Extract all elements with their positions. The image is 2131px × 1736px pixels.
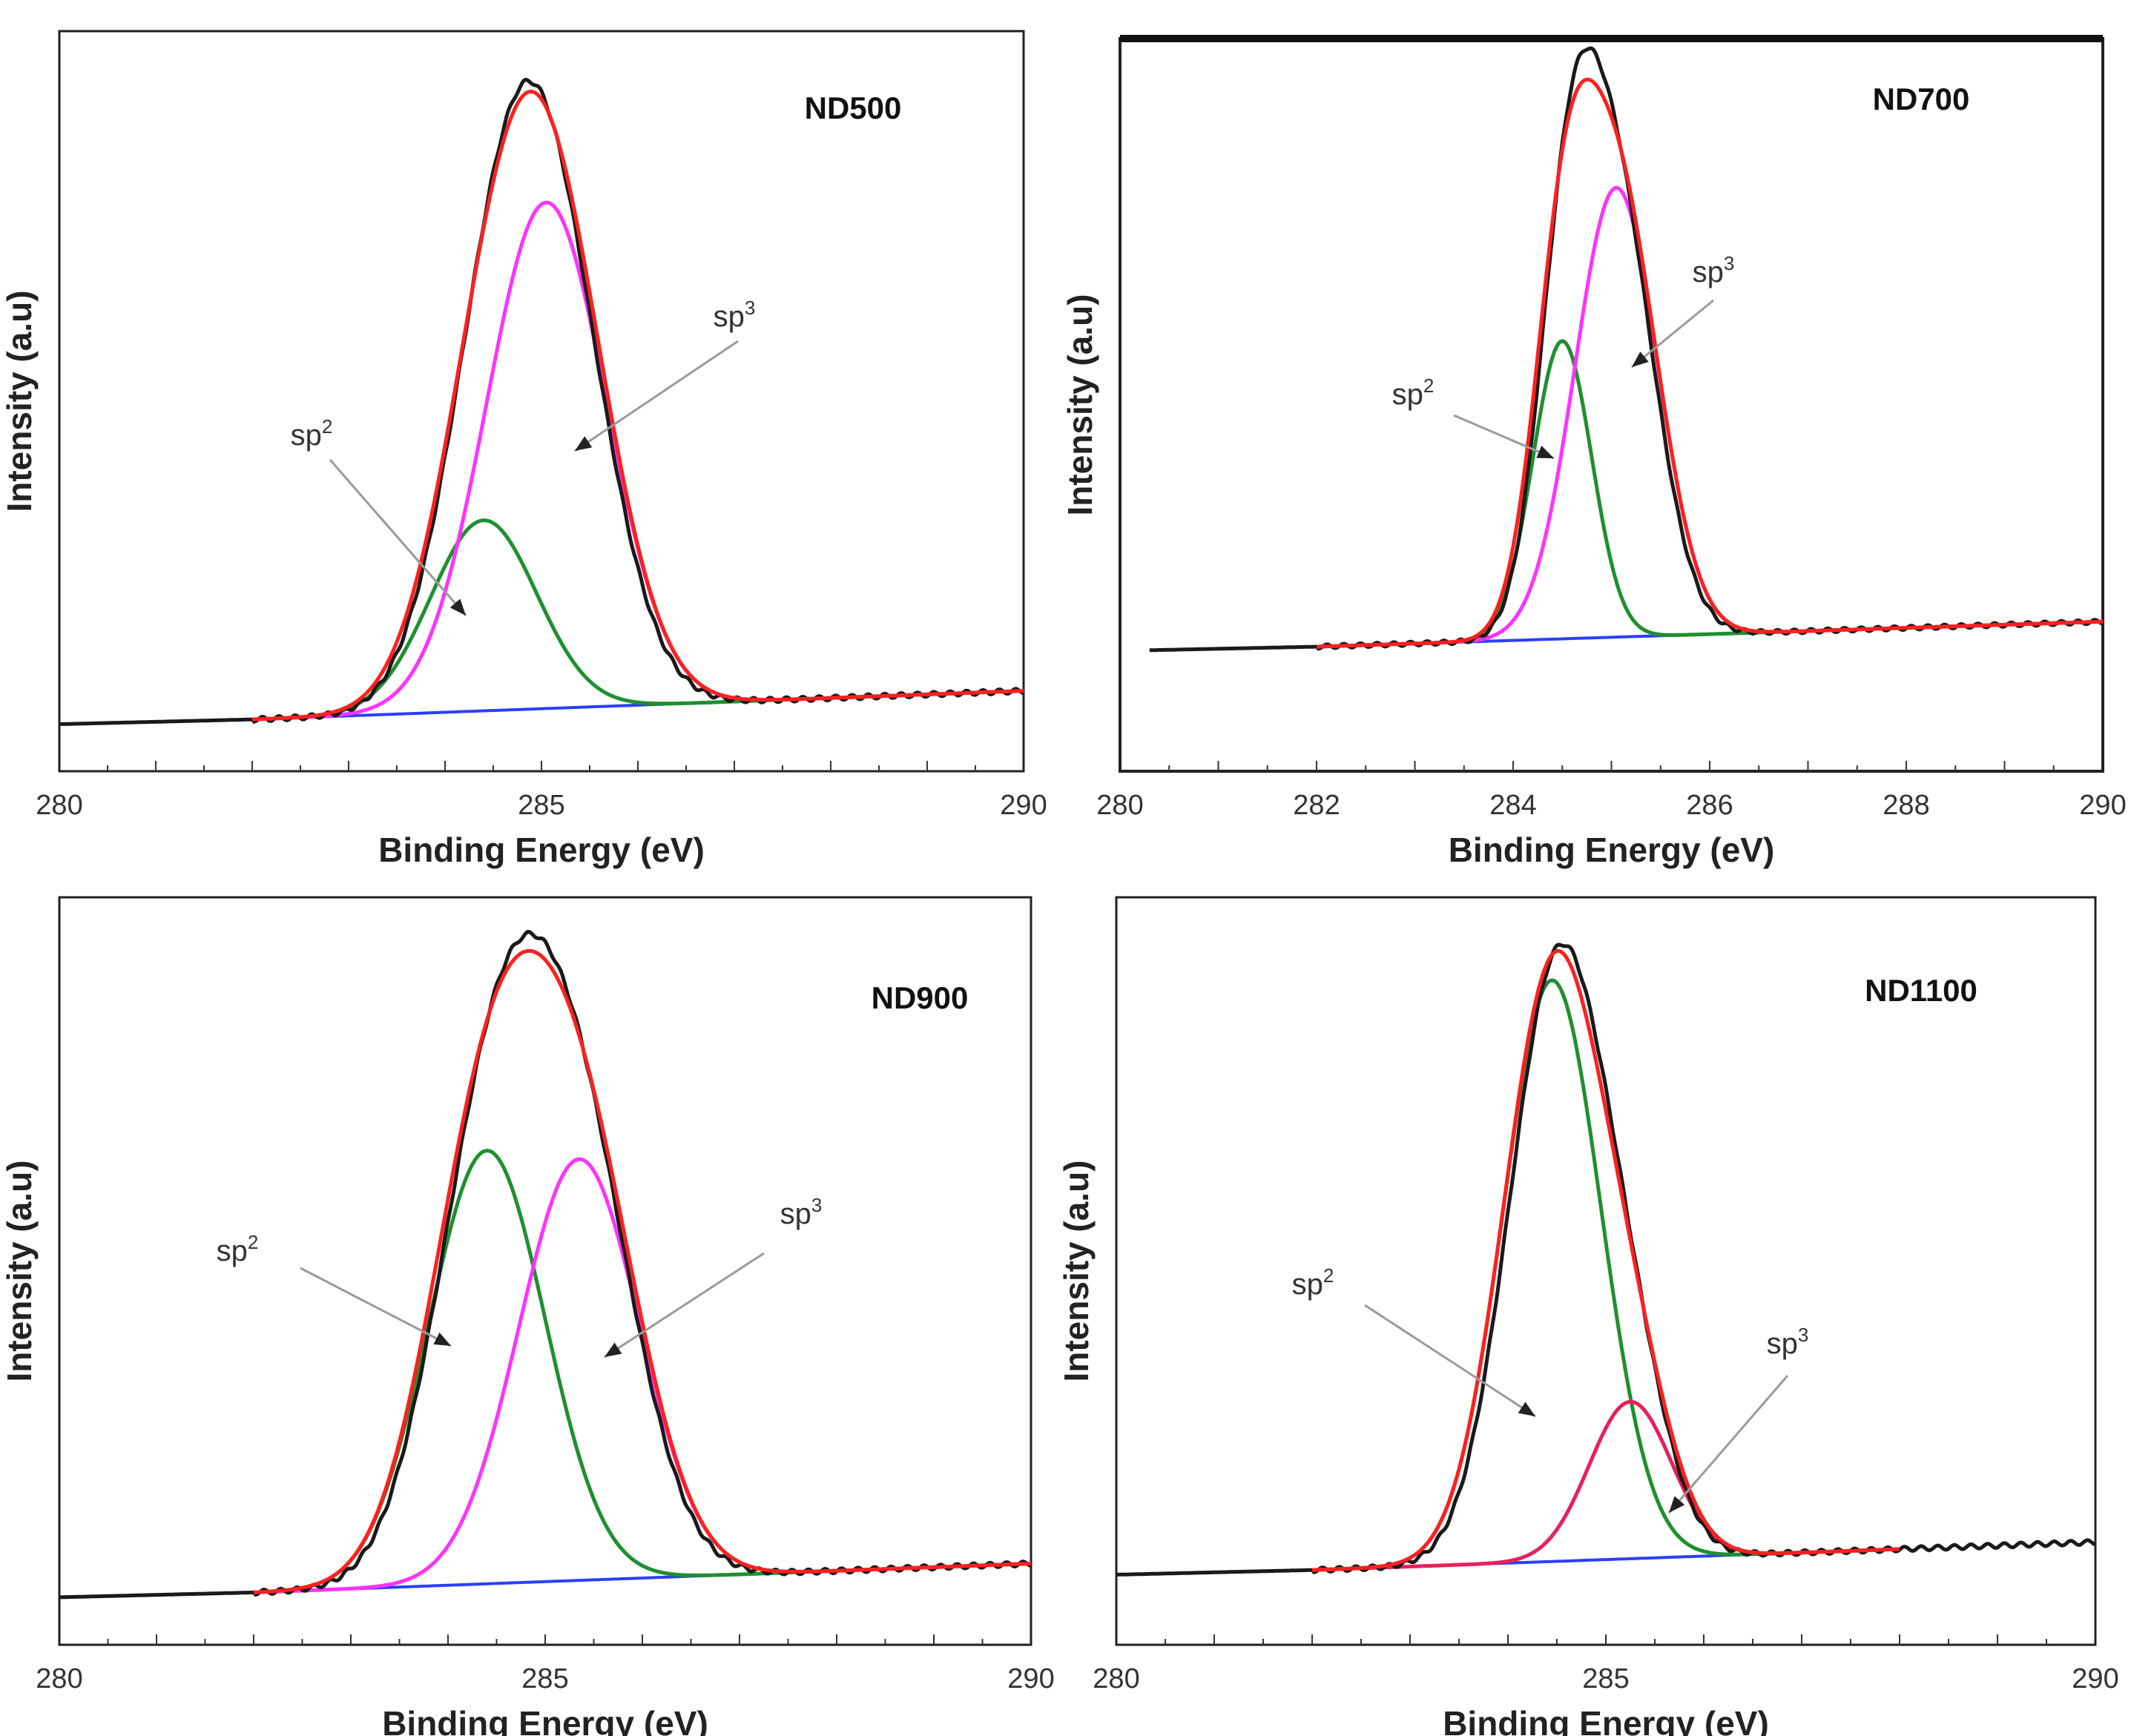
panel-title-nd1100: ND1100 [1865, 973, 1977, 1008]
annotation-arrowhead-sp2-nd900 [433, 1332, 451, 1346]
series-sp3-nd500 [251, 200, 1024, 722]
series-experimental-nd1100 [1116, 943, 2096, 1577]
annotation-sp3-nd700: sp3 [1693, 252, 1735, 288]
plot-frame-nd700 [1119, 37, 2104, 773]
panel-title-nd900: ND900 [872, 980, 969, 1015]
plot-frame-nd500 [58, 30, 1025, 773]
annotation-sp3-nd900: sp3 [780, 1194, 823, 1230]
annotation-arrow-sp2-nd900 [300, 1267, 452, 1347]
x-tick-label-nd500: 285 [518, 790, 564, 821]
annotation-sp2-nd700: sp2 [1392, 374, 1435, 411]
series-sp3-nd1100 [1311, 1399, 1900, 1572]
x-tick-label-nd500: 290 [1000, 790, 1047, 821]
annotation-arrow-sp3-nd500 [574, 340, 739, 452]
x-tick-label-nd700: 290 [2079, 790, 2126, 821]
x-tick-label-nd1100: 280 [1093, 1663, 1139, 1694]
x-tick-label-nd900: 280 [36, 1663, 82, 1694]
y-axis-title-nd500: Intensity (a.u) [0, 290, 39, 512]
x-tick-label-nd500: 280 [36, 790, 82, 821]
panel-title-nd700: ND700 [1873, 82, 1970, 116]
panel-title-nd500: ND500 [805, 90, 902, 125]
y-axis-title-nd1100: Intensity (a.u) [1057, 1160, 1096, 1382]
annotation-arrowhead-sp3-nd1100 [1669, 1496, 1685, 1513]
series-fit-envelope-nd1100 [1311, 948, 1900, 1572]
annotation-sp3-nd1100: sp3 [1767, 1324, 1809, 1360]
annotation-arrowhead-sp2-nd500 [449, 598, 466, 615]
x-tick-label-nd900: 285 [521, 1663, 568, 1694]
series-sp2-nd1100 [1311, 978, 1900, 1572]
chart-nd700: 280 282 284 286 288 290 Binding Energy (eV) Int… [1061, 35, 2127, 869]
annotation-arrowhead-sp3-nd700 [1632, 352, 1649, 367]
annotation-sp2-nd500: sp2 [291, 415, 333, 452]
x-axis-title-nd500: Binding Energy (eV) [378, 831, 705, 869]
annotation-arrow-sp3-nd1100 [1667, 1375, 1789, 1514]
series-fit-envelope-nd500 [251, 90, 1024, 722]
series-experimental-nd900 [59, 929, 1032, 1600]
chart-nd1100: 280 285 290 Binding Energy (eV) Intensity (a… [1057, 896, 2119, 1736]
annotation-sp2-nd900: sp2 [217, 1231, 259, 1267]
chart-nd500: 280 285 290 Binding Energy (eV) Intensity (a… [0, 30, 1047, 869]
y-axis-title-nd900: Intensity (a.u) [0, 1160, 39, 1382]
chart-nd900: 280 285 290 Binding Energy (eV) Intensity (a… [0, 896, 1055, 1736]
annotation-sp3-nd500: sp3 [714, 297, 756, 333]
annotation-arrow-sp2-nd1100 [1364, 1304, 1536, 1418]
x-tick-label-nd700: 280 [1096, 790, 1143, 821]
y-axis-title-nd700: Intensity (a.u) [1061, 294, 1099, 515]
annotation-arrow-sp3-nd700 [1631, 299, 1714, 369]
x-tick-label-nd1100: 290 [2072, 1663, 2118, 1694]
plot-frame-nd1100 [1115, 896, 2097, 1646]
series-experimental-nd700 [1149, 46, 2104, 653]
x-axis-title-nd900: Binding Energy (eV) [382, 1704, 708, 1736]
annotation-arrow-sp2-nd700 [1453, 414, 1555, 460]
annotation-arrowhead-sp3-nd500 [575, 436, 593, 451]
x-tick-label-nd1100: 285 [1582, 1663, 1629, 1694]
series-experimental-nd500 [59, 77, 1024, 727]
x-tick-label-nd900: 290 [1007, 1663, 1054, 1694]
annotation-arrowhead-sp3-nd900 [605, 1342, 622, 1357]
x-axis-title-nd1100: Binding Energy (eV) [1443, 1704, 1769, 1736]
annotation-sp2-nd1100: sp2 [1292, 1264, 1334, 1301]
x-tick-label-nd700: 284 [1489, 790, 1536, 821]
annotation-arrow-sp3-nd900 [604, 1252, 765, 1359]
x-tick-label-nd700: 286 [1686, 790, 1733, 821]
x-tick-label-nd700: 288 [1883, 790, 1929, 821]
x-tick-label-nd700: 282 [1293, 790, 1340, 821]
series-fit-envelope-nd900 [253, 948, 1032, 1594]
annotation-arrowhead-sp2-nd700 [1536, 446, 1554, 458]
annotation-arrow-sp2-nd500 [329, 459, 467, 616]
annotation-arrowhead-sp2-nd1100 [1518, 1402, 1535, 1416]
x-axis-title-nd700: Binding Energy (eV) [1449, 831, 1775, 869]
series-fit-envelope-nd700 [1317, 77, 2104, 649]
